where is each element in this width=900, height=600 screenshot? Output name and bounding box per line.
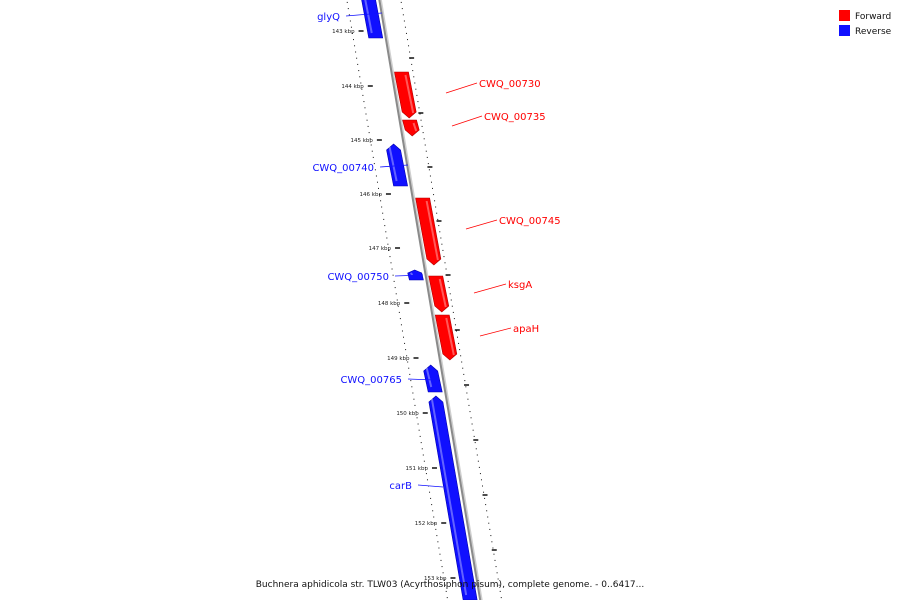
gene-apah-leader-line <box>479 327 512 337</box>
gene-ksga-highlight <box>438 278 447 308</box>
sequence-backbone <box>378 0 483 600</box>
gene-ksga-arrow[interactable] <box>428 275 450 313</box>
gene-ksga-leader-line <box>473 283 507 294</box>
axis-tick-label: 147 kbp <box>369 246 392 252</box>
genome-caption: Buchnera aphidicola str. TLW03 (Acyrthos… <box>256 580 644 590</box>
gene-cwq-00730-label[interactable]: CWQ_00730 <box>479 79 541 90</box>
gene-cwq-00745-arrow[interactable] <box>415 197 442 266</box>
gene-cwq-00735-leader-line <box>451 115 483 127</box>
major-tick-marks: 143 kbp 144 kbp 145 kbp 146 kbp 147 kbp 148 k… <box>332 29 497 582</box>
axis-tick-label: 152 kbp <box>415 521 438 527</box>
gene-labels: glyQ CWQ_00730 CWQ_00735 CWQ_00740 CWQ_00745… <box>312 12 560 492</box>
axis-tick-label: 151 kbp <box>406 466 429 472</box>
gene-glyq-highlight <box>364 0 373 34</box>
axis-tick-label: 144 kbp <box>341 84 364 90</box>
gene-cwq-00745-leader-line <box>465 219 498 230</box>
minor-tick-marks <box>346 1 502 599</box>
gene-features <box>359 0 478 600</box>
gene-carb-arrow[interactable] <box>428 395 478 600</box>
legend-swatch-reverse <box>839 25 850 36</box>
gene-cwq-00730-arrow[interactable] <box>394 71 417 119</box>
gene-cwq-00750-highlight <box>409 272 414 276</box>
gene-apah-label[interactable]: apaH <box>513 324 539 335</box>
backbone-line <box>378 0 482 600</box>
gene-carb-label[interactable]: carB <box>389 481 412 492</box>
gene-cwq-00745-label[interactable]: CWQ_00745 <box>499 216 561 227</box>
gene-cwq-00730-highlight <box>404 74 415 114</box>
gene-cwq-00735-arrow[interactable] <box>402 119 420 137</box>
gene-cwq-00730-leader-line <box>445 82 478 94</box>
axis-tick-label: 150 kbp <box>396 411 419 417</box>
gene-cwq-00735-highlight <box>412 122 418 132</box>
gene-cwq-00740-leader-line <box>379 164 409 168</box>
axis-tick-label: 145 kbp <box>350 138 373 144</box>
gene-cwq-00765-highlight <box>425 367 433 388</box>
gene-glyq-arrow[interactable] <box>359 0 384 39</box>
gene-carb-leader-line <box>417 484 444 488</box>
gene-cwq-00740-label[interactable]: CWQ_00740 <box>312 163 374 174</box>
gene-cwq-00735-label[interactable]: CWQ_00735 <box>484 112 546 123</box>
gene-carb-highlight <box>430 398 468 596</box>
gene-cwq-00740-arrow[interactable] <box>386 143 408 187</box>
axis-tick-label: 143 kbp <box>332 29 355 35</box>
gene-cwq-00745-highlight <box>425 200 439 261</box>
gene-cwq-00765-leader-line <box>407 378 436 381</box>
gene-cwq-00740-highlight <box>388 146 398 182</box>
gene-cwq-00765-label[interactable]: CWQ_00765 <box>340 375 402 386</box>
axis-tick-label: 146 kbp <box>360 192 383 198</box>
axis-tick-label: 148 kbp <box>378 301 401 307</box>
legend: Forward Reverse <box>839 10 892 37</box>
legend-label-reverse: Reverse <box>855 27 892 37</box>
gene-cwq-00765-arrow[interactable] <box>423 364 443 393</box>
legend-label-forward: Forward <box>855 12 891 22</box>
gene-cwq-00750-label[interactable]: CWQ_00750 <box>327 272 389 283</box>
axis-tick-label: 153 kbp <box>424 576 447 582</box>
gene-cwq-00750-leader-line <box>394 274 424 277</box>
gene-ksga-label[interactable]: ksgA <box>508 280 532 291</box>
legend-swatch-forward <box>839 10 850 21</box>
gene-apah-arrow[interactable] <box>434 314 458 361</box>
gene-apah-highlight <box>445 317 455 356</box>
gene-glyq-leader-line <box>345 12 383 17</box>
gene-glyq-label[interactable]: glyQ <box>317 12 340 23</box>
axis-tick-label: 149 kbp <box>387 356 410 362</box>
